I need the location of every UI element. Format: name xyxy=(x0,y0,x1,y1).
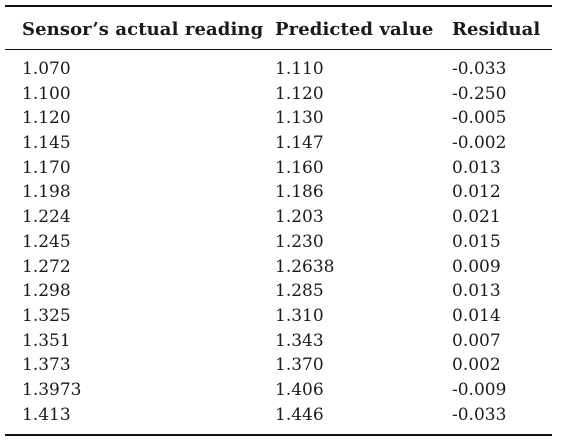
cell-residual: 0.021 xyxy=(452,207,501,228)
table-row: 1.272 1.2638 0.009 xyxy=(5,255,552,280)
cell-residual: 0.009 xyxy=(452,256,501,277)
cell-actual-reading: 1.325 xyxy=(22,305,71,326)
cell-actual-reading: 1.145 xyxy=(22,133,71,154)
cell-residual: 0.007 xyxy=(452,330,501,351)
cell-actual-reading: 1.298 xyxy=(22,281,71,302)
cell-actual-reading: 1.224 xyxy=(22,207,71,228)
cell-predicted-value: 1.160 xyxy=(275,157,324,178)
cell-predicted-value: 1.120 xyxy=(275,83,324,104)
cell-actual-reading: 1.413 xyxy=(22,404,71,425)
cell-residual: 0.013 xyxy=(452,281,501,302)
table-row: 1.325 1.310 0.014 xyxy=(5,304,552,329)
header-actual-reading: Sensor’s actual reading xyxy=(22,19,264,40)
cell-residual: -0.033 xyxy=(452,404,507,425)
cell-predicted-value: 1.370 xyxy=(275,355,324,376)
cell-actual-reading: 1.198 xyxy=(22,182,71,203)
cell-actual-reading: 1.373 xyxy=(22,355,71,376)
cell-residual: -0.033 xyxy=(452,59,507,79)
table-row: 1.373 1.370 0.002 xyxy=(5,353,552,378)
cell-actual-reading: 1.170 xyxy=(22,157,71,178)
table-row: 1.070 1.110 -0.033 xyxy=(5,57,552,82)
cell-predicted-value: 1.110 xyxy=(275,59,324,79)
table-header-rule xyxy=(5,49,552,50)
table-row: 1.224 1.203 0.021 xyxy=(5,205,552,230)
cell-actual-reading: 1.351 xyxy=(22,330,71,351)
table-top-rule xyxy=(5,5,552,7)
cell-residual: 0.013 xyxy=(452,157,501,178)
table-row: 1.351 1.343 0.007 xyxy=(5,329,552,354)
table-header-row: Sensor’s actual reading Predicted value … xyxy=(5,7,552,49)
table-row: 1.120 1.130 -0.005 xyxy=(5,106,552,131)
cell-actual-reading: 1.070 xyxy=(22,59,71,79)
cell-predicted-value: 1.2638 xyxy=(275,256,335,277)
cell-predicted-value: 1.343 xyxy=(275,330,324,351)
cell-predicted-value: 1.230 xyxy=(275,231,324,252)
table-row: 1.100 1.120 -0.250 xyxy=(5,82,552,107)
cell-residual: 0.012 xyxy=(452,182,501,203)
cell-predicted-value: 1.130 xyxy=(275,108,324,129)
header-predicted-value: Predicted value xyxy=(275,19,434,40)
cell-predicted-value: 1.285 xyxy=(275,281,324,302)
cell-predicted-value: 1.310 xyxy=(275,305,324,326)
cell-predicted-value: 1.406 xyxy=(275,379,324,400)
cell-residual: -0.250 xyxy=(452,83,507,104)
cell-actual-reading: 1.100 xyxy=(22,83,71,104)
cell-residual: -0.005 xyxy=(452,108,507,129)
cell-residual: 0.002 xyxy=(452,355,501,376)
table-row: 1.3973 1.406 -0.009 xyxy=(5,378,552,403)
header-residual: Residual xyxy=(452,19,541,40)
table-row: 1.170 1.160 0.013 xyxy=(5,156,552,181)
cell-actual-reading: 1.272 xyxy=(22,256,71,277)
cell-residual: -0.002 xyxy=(452,133,507,154)
cell-residual: 0.014 xyxy=(452,305,501,326)
cell-predicted-value: 1.186 xyxy=(275,182,324,203)
table-body: 1.070 1.110 -0.033 1.100 1.120 -0.250 1.120 1.1… xyxy=(5,50,552,434)
table-bottom-rule xyxy=(5,434,552,437)
cell-actual-reading: 1.3973 xyxy=(22,379,82,400)
cell-residual: -0.009 xyxy=(452,379,507,400)
data-table: Sensor’s actual reading Predicted value … xyxy=(5,5,552,437)
table-row: 1.198 1.186 0.012 xyxy=(5,180,552,205)
cell-actual-reading: 1.120 xyxy=(22,108,71,129)
table-row: 1.298 1.285 0.013 xyxy=(5,279,552,304)
cell-predicted-value: 1.147 xyxy=(275,133,324,154)
table-row: 1.145 1.147 -0.002 xyxy=(5,131,552,156)
cell-actual-reading: 1.245 xyxy=(22,231,71,252)
table-row: 1.413 1.446 -0.033 xyxy=(5,403,552,428)
cell-predicted-value: 1.446 xyxy=(275,404,324,425)
cell-residual: 0.015 xyxy=(452,231,501,252)
cell-predicted-value: 1.203 xyxy=(275,207,324,228)
table-row: 1.245 1.230 0.015 xyxy=(5,230,552,255)
